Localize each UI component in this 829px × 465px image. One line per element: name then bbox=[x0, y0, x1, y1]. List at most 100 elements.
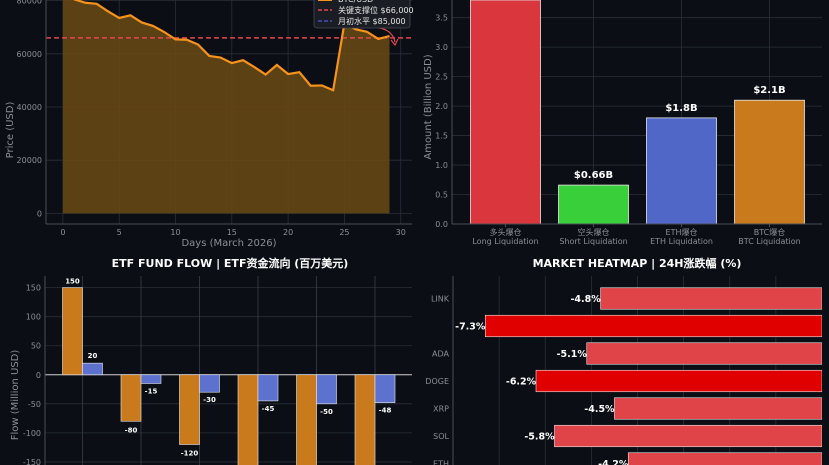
y-tick-label: 0 bbox=[37, 209, 42, 218]
etf-btc-bar bbox=[179, 374, 200, 445]
change-pct-label: -6.2% bbox=[506, 377, 537, 388]
y-tick-label: 1.5 bbox=[435, 132, 448, 141]
y-tick-label: 40000 bbox=[17, 103, 42, 112]
heatmap-bar bbox=[535, 369, 822, 393]
x-tick-label-en: ETH Liquidation bbox=[650, 237, 713, 246]
x-tick-label-en: Short Liquidation bbox=[559, 237, 627, 246]
heatmap-bar bbox=[554, 424, 822, 448]
y-tick-label: -50 bbox=[28, 400, 41, 409]
etf-btc-bar bbox=[120, 374, 142, 422]
eth-flow-label: -15 bbox=[145, 387, 158, 395]
heatmap-bar bbox=[600, 287, 822, 310]
x-axis-label: Days (March 2026) bbox=[181, 238, 276, 249]
etf-btc-bar bbox=[354, 374, 376, 465]
etf-eth-bar bbox=[199, 374, 220, 393]
y-tick-label: 150 bbox=[26, 284, 41, 293]
etf-btc-bar bbox=[296, 374, 317, 465]
y-tick-label: 80000 bbox=[17, 0, 42, 6]
bar-value-label: $2.1B bbox=[753, 85, 785, 96]
heatmap-bar bbox=[614, 397, 822, 420]
x-tick-label: 10 bbox=[170, 228, 180, 237]
y-tick-label: 3.0 bbox=[435, 43, 448, 52]
x-tick-label-cn: ETH爆仓 bbox=[666, 227, 698, 237]
coin-label: LINK bbox=[431, 295, 450, 304]
etf-flow-chart: ETF FUND FLOW | ETF资金流向 (百万美元) 150 20 -80 -… bbox=[10, 256, 412, 465]
x-tick-label: 30 bbox=[396, 228, 406, 237]
legend-label-month: 月初水平 $85,000 bbox=[338, 16, 406, 26]
y-tick-label: -150 bbox=[23, 458, 41, 465]
y-tick-label: 0.5 bbox=[435, 191, 448, 200]
etf-btc-bar bbox=[237, 374, 259, 465]
heatmap-bar bbox=[484, 314, 822, 338]
btc-flow-label: -120 bbox=[181, 450, 199, 458]
bar-value-label: $0.66B bbox=[574, 170, 613, 181]
eth-flow-label: -48 bbox=[379, 407, 392, 415]
price-area-fill bbox=[62, 0, 390, 214]
y-tick-label: 2.0 bbox=[435, 102, 448, 111]
plot-area: 150 20 -80 -15 -120 -30 -45 -50 -48 bbox=[45, 276, 412, 465]
price-line bbox=[73, 0, 390, 92]
eth-flow-label: -50 bbox=[320, 408, 333, 416]
x-tick-label-cn: 多头爆仓 bbox=[490, 227, 522, 237]
y-axis-label: Amount (Billion USD) bbox=[423, 54, 434, 159]
etf-btc-bar bbox=[62, 287, 83, 376]
x-tick-label: 20 bbox=[283, 228, 293, 237]
eth-flow-label: 20 bbox=[88, 352, 98, 360]
etf-chart-title: ETF FUND FLOW | ETF资金流向 (百万美元) bbox=[112, 256, 349, 270]
y-tick-label: 100 bbox=[26, 313, 41, 322]
etf-eth-bar bbox=[82, 362, 103, 376]
x-tick-label: 0 bbox=[60, 228, 65, 237]
etf-eth-bar bbox=[140, 374, 162, 384]
coin-label: ADA bbox=[432, 350, 449, 359]
liquidation-bar bbox=[558, 184, 629, 225]
annotation-arrowhead bbox=[390, 38, 399, 47]
change-pct-label: -7.3% bbox=[455, 322, 486, 333]
market-heatmap-chart: MARKET HEATMAP | 24H涨跌幅 (%) -4.8% -7.3% -5… bbox=[425, 256, 822, 465]
btc-price-chart: 0 5 10 15 20 25 30 0 20000 40000 60000 80000 Days (M… bbox=[5, 0, 414, 249]
heatmap-chart-title: MARKET HEATMAP | 24H涨跌幅 (%) bbox=[533, 256, 742, 270]
legend-label-support: 关键支撑位 $66,000 bbox=[338, 5, 414, 15]
plot-area bbox=[46, 0, 412, 224]
x-tick-label-en: BTC Liquidation bbox=[738, 237, 800, 246]
etf-eth-bar bbox=[316, 374, 337, 405]
plot-area: -4.8% -7.3% -5.1% -6.2% -4.5% -5.8% -4.2% bbox=[455, 276, 822, 465]
btc-flow-label: 150 bbox=[65, 278, 80, 286]
y-axis-label: Price (USD) bbox=[5, 102, 16, 159]
change-pct-label: -4.8% bbox=[570, 294, 601, 305]
legend-box bbox=[313, 0, 411, 29]
liquidation-bar bbox=[734, 99, 805, 225]
liquidation-bar bbox=[470, 0, 541, 225]
x-tick-label-cn: BTC爆仓 bbox=[754, 227, 786, 237]
btc-flow-label: -80 bbox=[125, 426, 138, 434]
etf-eth-bar bbox=[374, 374, 396, 403]
y-tick-label: 0 bbox=[36, 371, 41, 380]
liquidation-bar bbox=[646, 117, 717, 225]
coin-label: SOL bbox=[433, 432, 449, 441]
y-tick-label: 0.0 bbox=[435, 220, 448, 229]
legend-label-price: BTC/USD bbox=[338, 0, 373, 4]
change-pct-label: -4.5% bbox=[584, 404, 615, 415]
y-tick-label: 20000 bbox=[17, 156, 42, 165]
y-tick-label: 1.0 bbox=[435, 161, 448, 170]
eth-flow-label: -45 bbox=[262, 405, 275, 413]
change-pct-label: -5.1% bbox=[557, 349, 588, 360]
bar-value-label: $1.8B bbox=[665, 103, 697, 114]
x-tick-label-cn: 空头爆仓 bbox=[578, 227, 610, 237]
y-tick-label: 3.5 bbox=[435, 14, 448, 23]
x-tick-label: 25 bbox=[339, 228, 349, 237]
x-tick-label: 15 bbox=[227, 228, 237, 237]
change-pct-label: -5.8% bbox=[524, 432, 555, 443]
heatmap-bar bbox=[627, 452, 822, 465]
change-pct-label: -4.2% bbox=[598, 459, 629, 465]
y-tick-label: -100 bbox=[23, 429, 41, 438]
heatmap-bar bbox=[586, 342, 822, 365]
y-tick-label: 2.5 bbox=[435, 73, 448, 82]
x-tick-label: 5 bbox=[117, 228, 122, 237]
y-tick-label: 50 bbox=[31, 342, 41, 351]
y-axis-label: Flow (Million USD) bbox=[10, 350, 21, 441]
coin-label: XRP bbox=[433, 405, 449, 414]
etf-eth-bar bbox=[257, 374, 279, 402]
eth-flow-label: -30 bbox=[203, 396, 216, 404]
